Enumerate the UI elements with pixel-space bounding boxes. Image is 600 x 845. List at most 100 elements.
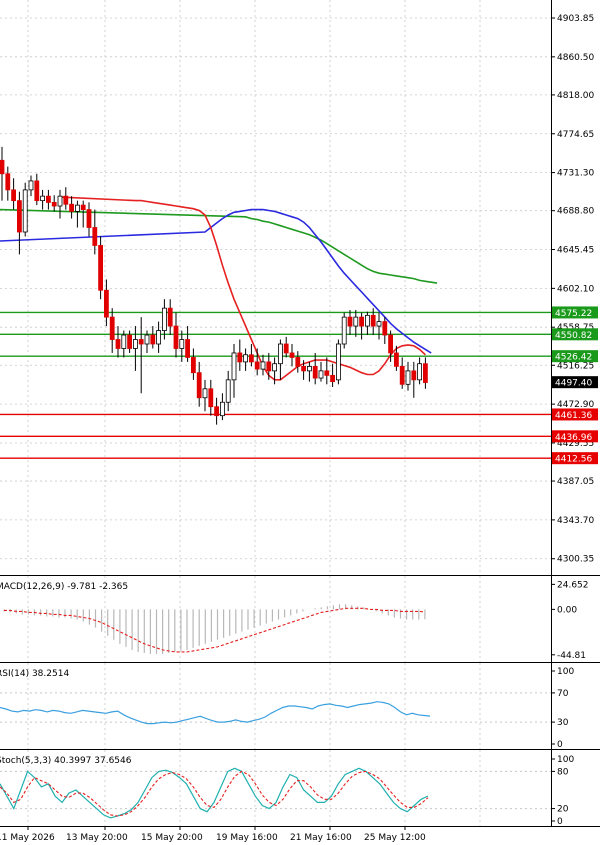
candle-body-down — [422, 363, 428, 383]
candle — [347, 309, 353, 336]
rsi-pane: RSI(14) 38.2514 100 70 30 0 — [0, 663, 600, 750]
candle-body-down — [86, 209, 92, 228]
candle — [0, 146, 5, 201]
main-pane: 4903.85 4860.50 4818.00 4774.65 4731.30 4688.… — [0, 0, 600, 576]
candle-body-up — [161, 307, 167, 331]
candle — [167, 299, 173, 336]
candle — [208, 379, 214, 416]
time-axis-label: 25 May 12:00 — [364, 833, 426, 843]
macd-signal-line — [4, 607, 425, 653]
candle-body-up — [260, 361, 266, 370]
stoch-tick-label: 20 — [557, 805, 569, 815]
candle — [75, 200, 80, 228]
price-tick-label: 4343.70 — [557, 516, 594, 526]
macd-pane: MACD(12,26,9) -9.781 -2.365 24.652 0.00 -4… — [0, 576, 600, 663]
macd-tick-label: -44.81 — [557, 651, 586, 661]
candle — [376, 312, 382, 340]
candle-body-up — [179, 339, 185, 349]
candle-body-down — [359, 316, 365, 327]
candle — [405, 361, 411, 391]
candle-body-down — [382, 321, 388, 336]
candle-body-down — [237, 352, 243, 363]
candle-body-up — [243, 354, 249, 363]
candle — [341, 312, 347, 349]
candle — [121, 330, 127, 358]
candle-body-up — [272, 363, 278, 372]
time-axis-label: 21 May 16:00 — [290, 833, 352, 843]
candle-body-down — [324, 370, 330, 376]
red-level-label: 4461.36 — [555, 411, 592, 421]
candle — [248, 344, 254, 367]
candle-body-down — [167, 307, 173, 327]
stoch-lines — [0, 767, 429, 819]
candle-body-up — [75, 204, 80, 212]
candle-body-down — [370, 314, 376, 327]
red-level-label: 4436.96 — [555, 433, 592, 443]
price-axis: 4903.85 4860.50 4818.00 4774.65 4731.30 4688.… — [551, 14, 594, 565]
macd-histogram — [3, 604, 426, 654]
stoch-d-line — [0, 770, 429, 817]
green-level-tag-bg — [552, 328, 598, 341]
candle — [225, 370, 231, 412]
level-labels: 4575.22 4550.82 4526.42 4461.36 4436.96 4412.… — [552, 306, 598, 465]
price-tick-label: 4429.55 — [557, 439, 594, 449]
price-tick-label: 4472.90 — [557, 400, 594, 410]
candle-body-up — [144, 334, 150, 345]
candle — [40, 189, 45, 210]
price-tick-label: 4558.75 — [557, 323, 594, 333]
macd-signal-path — [4, 607, 425, 653]
candle — [132, 326, 138, 371]
price-tick-label: 4602.10 — [557, 284, 594, 294]
time-axis-label: 19 May 16:00 — [216, 833, 278, 843]
current-price-label: 4497.40 — [555, 379, 592, 389]
candle-body-down — [16, 200, 22, 233]
candle — [243, 348, 249, 371]
candle-body-down — [46, 195, 51, 203]
ma-slow-line — [0, 208, 438, 284]
stoch-grid — [0, 750, 551, 826]
candle-body-down — [289, 352, 295, 358]
rsi-tick-label: 30 — [557, 718, 569, 728]
candle-body-down — [190, 357, 196, 374]
candle — [312, 352, 318, 385]
red-level-label: 4412.56 — [555, 455, 592, 465]
candle-body-down — [411, 370, 417, 381]
candle-body-up — [40, 195, 45, 202]
candle — [127, 330, 132, 353]
candle — [92, 209, 98, 255]
ma-fast-line — [59, 196, 426, 381]
green-level-tag-bg — [552, 350, 598, 363]
candle-body-up — [202, 388, 208, 399]
candle-body-down — [0, 159, 5, 175]
candle — [11, 178, 17, 210]
candle — [364, 311, 370, 336]
candle-body-up — [318, 370, 324, 379]
candle — [260, 354, 266, 376]
stoch-tick-label: 0 — [557, 817, 563, 827]
candle — [272, 357, 278, 385]
candle — [104, 279, 109, 327]
green-level-label: 4575.22 — [555, 309, 592, 319]
candle — [214, 397, 220, 425]
rsi-line — [0, 701, 431, 725]
candle — [254, 348, 260, 376]
candle-body-down — [109, 316, 115, 340]
candle — [283, 336, 289, 358]
stoch-pane: Stoch(5,3,3) 40.3997 37.6546 100 80 20 0 — [0, 750, 600, 827]
candle-body-down — [92, 227, 98, 246]
time-axis-label: 15 May 20:00 — [141, 833, 203, 843]
candle-body-up — [417, 363, 423, 381]
price-tick-label: 4387.05 — [557, 477, 594, 487]
price-tick-label: 4860.50 — [557, 53, 594, 63]
time-axis-label: 13 May 20:00 — [66, 833, 128, 843]
green-level-tag: 4550.82 — [552, 328, 598, 341]
current-price-tag: 4497.40 — [552, 376, 598, 389]
candle-body-down — [399, 365, 405, 385]
candle-body-down — [63, 195, 69, 205]
candle — [388, 330, 394, 362]
moving-average-slow — [0, 208, 438, 284]
candle — [156, 321, 162, 353]
candle — [16, 191, 22, 255]
red-level-tag-bg — [552, 452, 598, 465]
candle-body-down — [98, 245, 103, 291]
